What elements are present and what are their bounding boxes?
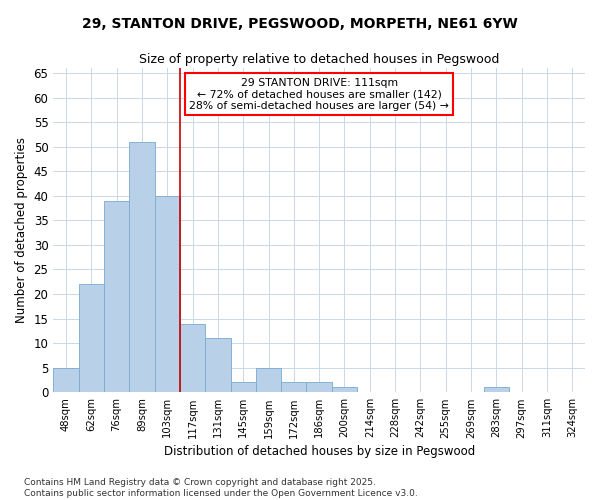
Bar <box>256 368 281 392</box>
Y-axis label: Number of detached properties: Number of detached properties <box>15 137 28 323</box>
X-axis label: Distribution of detached houses by size in Pegswood: Distribution of detached houses by size … <box>164 444 475 458</box>
Bar <box>53 368 79 392</box>
Bar <box>230 382 256 392</box>
Bar <box>180 324 205 392</box>
Bar <box>104 200 129 392</box>
Bar <box>129 142 155 393</box>
Text: 29 STANTON DRIVE: 111sqm
← 72% of detached houses are smaller (142)
28% of semi-: 29 STANTON DRIVE: 111sqm ← 72% of detach… <box>189 78 449 111</box>
Bar <box>205 338 230 392</box>
Bar <box>484 388 509 392</box>
Title: Size of property relative to detached houses in Pegswood: Size of property relative to detached ho… <box>139 52 499 66</box>
Bar <box>281 382 307 392</box>
Text: 29, STANTON DRIVE, PEGSWOOD, MORPETH, NE61 6YW: 29, STANTON DRIVE, PEGSWOOD, MORPETH, NE… <box>82 18 518 32</box>
Text: Contains HM Land Registry data © Crown copyright and database right 2025.
Contai: Contains HM Land Registry data © Crown c… <box>24 478 418 498</box>
Bar <box>155 196 180 392</box>
Bar <box>307 382 332 392</box>
Bar <box>79 284 104 393</box>
Bar <box>332 388 357 392</box>
